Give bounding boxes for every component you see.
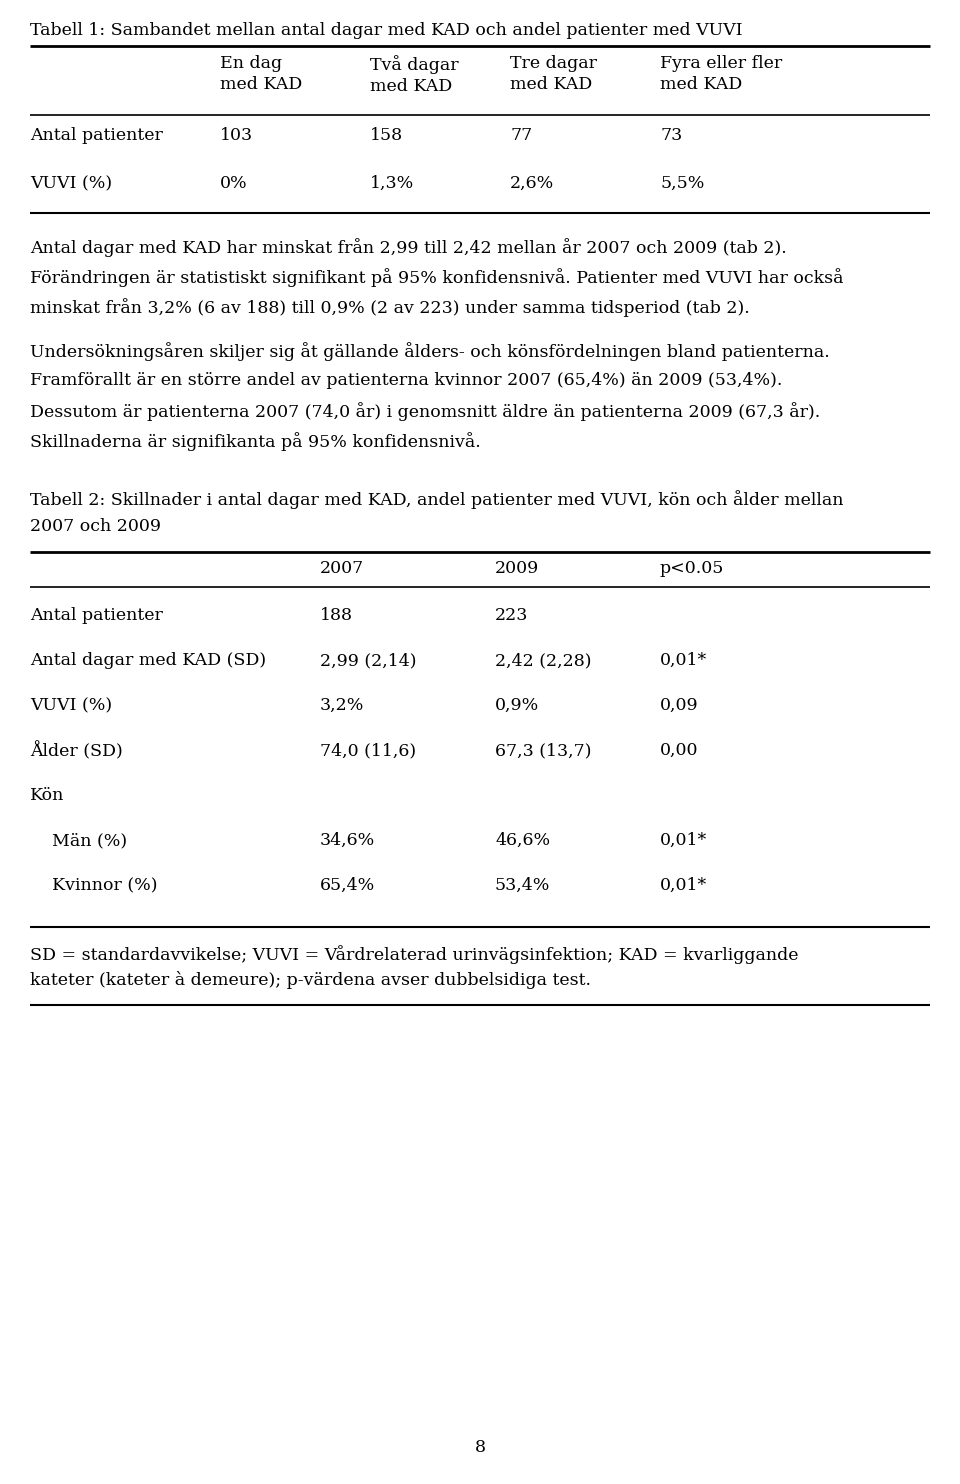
Text: Tabell 1: Sambandet mellan antal dagar med KAD och andel patienter med VUVI: Tabell 1: Sambandet mellan antal dagar m… — [30, 22, 743, 39]
Text: 67,3 (13,7): 67,3 (13,7) — [495, 742, 591, 758]
Text: 188: 188 — [320, 607, 353, 623]
Text: 103: 103 — [220, 128, 253, 144]
Text: Dessutom är patienterna 2007 (74,0 år) i genomsnitt äldre än patienterna 2009 (6: Dessutom är patienterna 2007 (74,0 år) i… — [30, 402, 820, 421]
Text: Framförallt är en större andel av patienterna kvinnor 2007 (65,4%) än 2009 (53,4: Framförallt är en större andel av patien… — [30, 372, 782, 389]
Text: 2009: 2009 — [495, 559, 540, 577]
Text: 223: 223 — [495, 607, 528, 623]
Text: 46,6%: 46,6% — [495, 833, 550, 849]
Text: 2007 och 2009: 2007 och 2009 — [30, 518, 161, 536]
Text: Ålder (SD): Ålder (SD) — [30, 742, 123, 760]
Text: 0,00: 0,00 — [660, 742, 699, 758]
Text: VUVI (%): VUVI (%) — [30, 697, 112, 714]
Text: Kön: Kön — [30, 787, 64, 804]
Text: Skillnaderna är signifikanta på 95% konfidensnivå.: Skillnaderna är signifikanta på 95% konf… — [30, 432, 481, 451]
Text: Tabell 2: Skillnader i antal dagar med KAD, andel patienter med VUVI, kön och ål: Tabell 2: Skillnader i antal dagar med K… — [30, 490, 844, 509]
Text: En dag
med KAD: En dag med KAD — [220, 55, 302, 93]
Text: Antal dagar med KAD (SD): Antal dagar med KAD (SD) — [30, 651, 266, 669]
Text: Två dagar
med KAD: Två dagar med KAD — [370, 55, 459, 95]
Text: SD = standardavvikelse; VUVI = Vårdrelaterad urinvägsinfektion; KAD = kvarliggan: SD = standardavvikelse; VUVI = Vårdrelat… — [30, 945, 799, 965]
Text: Tre dagar
med KAD: Tre dagar med KAD — [510, 55, 597, 93]
Text: 0,01*: 0,01* — [660, 651, 708, 669]
Text: 2,6%: 2,6% — [510, 175, 554, 191]
Text: 8: 8 — [474, 1439, 486, 1456]
Text: 2,99 (2,14): 2,99 (2,14) — [320, 651, 417, 669]
Text: 5,5%: 5,5% — [660, 175, 705, 191]
Text: Män (%): Män (%) — [30, 833, 127, 849]
Text: kateter (kateter à demeure); p-värdena avser dubbelsidiga test.: kateter (kateter à demeure); p-värdena a… — [30, 971, 591, 988]
Text: Undersökningsåren skiljer sig åt gällande ålders- och könsfördelningen bland pat: Undersökningsåren skiljer sig åt gälland… — [30, 341, 829, 361]
Text: 0%: 0% — [220, 175, 248, 191]
Text: 73: 73 — [660, 128, 683, 144]
Text: Fyra eller fler
med KAD: Fyra eller fler med KAD — [660, 55, 782, 93]
Text: minskat från 3,2% (6 av 188) till 0,9% (2 av 223) under samma tidsperiod (tab 2): minskat från 3,2% (6 av 188) till 0,9% (… — [30, 298, 750, 318]
Text: 53,4%: 53,4% — [495, 877, 550, 893]
Text: 2007: 2007 — [320, 559, 364, 577]
Text: 2,42 (2,28): 2,42 (2,28) — [495, 651, 591, 669]
Text: 0,9%: 0,9% — [495, 697, 540, 714]
Text: Antal dagar med KAD har minskat från 2,99 till 2,42 mellan år 2007 och 2009 (tab: Antal dagar med KAD har minskat från 2,9… — [30, 237, 787, 257]
Text: 0,01*: 0,01* — [660, 833, 708, 849]
Text: 158: 158 — [370, 128, 403, 144]
Text: 65,4%: 65,4% — [320, 877, 375, 893]
Text: Kvinnor (%): Kvinnor (%) — [30, 877, 157, 893]
Text: 0,09: 0,09 — [660, 697, 699, 714]
Text: Antal patienter: Antal patienter — [30, 607, 163, 623]
Text: Antal patienter: Antal patienter — [30, 128, 163, 144]
Text: VUVI (%): VUVI (%) — [30, 175, 112, 191]
Text: 74,0 (11,6): 74,0 (11,6) — [320, 742, 416, 758]
Text: 0,01*: 0,01* — [660, 877, 708, 893]
Text: 34,6%: 34,6% — [320, 833, 375, 849]
Text: p<0.05: p<0.05 — [660, 559, 725, 577]
Text: 1,3%: 1,3% — [370, 175, 415, 191]
Text: 3,2%: 3,2% — [320, 697, 365, 714]
Text: 77: 77 — [510, 128, 532, 144]
Text: Förändringen är statistiskt signifikant på 95% konfidensnivå. Patienter med VUVI: Förändringen är statistiskt signifikant … — [30, 269, 844, 286]
